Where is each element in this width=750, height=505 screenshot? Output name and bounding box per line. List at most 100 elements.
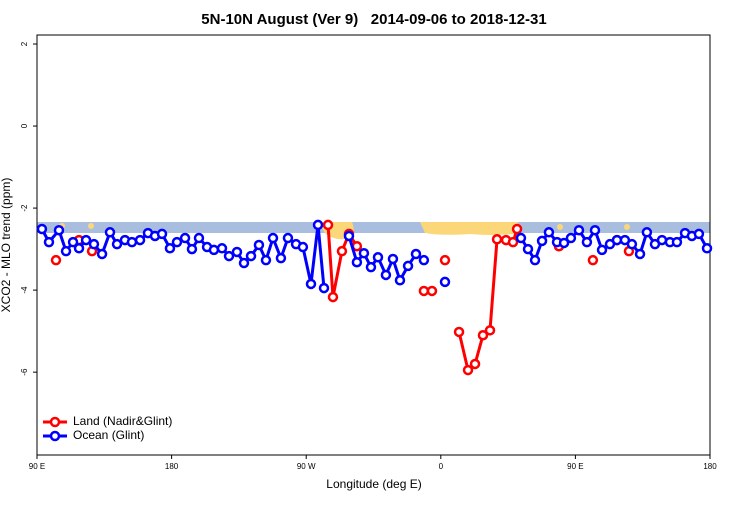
- data-point: [701, 243, 713, 254]
- data-point: [164, 243, 176, 254]
- y-tick-label: -6: [20, 368, 29, 376]
- data-point: [484, 325, 496, 336]
- data-point: [543, 227, 555, 238]
- data-point: [80, 234, 92, 246]
- data-point: [216, 243, 228, 254]
- data-point: [410, 248, 422, 260]
- data-point: [88, 238, 100, 250]
- data-point: [491, 234, 503, 245]
- data-point: [231, 246, 243, 258]
- x-tick-label: 90 W: [297, 462, 316, 471]
- data-point: [394, 275, 406, 286]
- data-point: [587, 254, 599, 266]
- data-point: [511, 223, 523, 235]
- y-tick-label: 2: [20, 41, 29, 46]
- land-patch: [420, 222, 518, 235]
- data-point: [358, 247, 370, 259]
- y-tick-label: 0: [20, 123, 29, 128]
- data-point: [565, 232, 577, 244]
- y-axis-label: XCO2 - MLO trend (ppm): [0, 178, 13, 313]
- chart-title: 5N-10N August (Ver 9) 2014-09-06 to 2018…: [201, 11, 546, 28]
- x-tick-label: 180: [703, 462, 717, 471]
- data-point: [253, 239, 265, 251]
- data-point: [573, 224, 585, 236]
- data-point: [418, 254, 430, 266]
- x-tick-label: 90 E: [29, 462, 45, 471]
- data-point: [418, 285, 430, 297]
- data-point: [596, 244, 608, 256]
- data-point: [380, 269, 392, 281]
- data-point: [507, 236, 519, 248]
- data-point: [462, 364, 474, 376]
- data-point: [73, 243, 85, 254]
- data-point: [581, 236, 593, 248]
- data-point: [208, 244, 220, 256]
- legend-marker: [49, 430, 61, 442]
- data-point: [245, 250, 257, 262]
- data-point: [186, 243, 198, 255]
- data-point: [53, 224, 65, 236]
- data-point: [322, 219, 334, 231]
- data-point: [275, 252, 287, 264]
- data-point: [171, 236, 183, 248]
- land-patch: [557, 224, 563, 230]
- data-point: [439, 254, 451, 266]
- legend-label: Ocean (Glint): [73, 428, 144, 442]
- data-point: [387, 253, 399, 265]
- legend-marker: [49, 416, 61, 428]
- data-point: [43, 236, 55, 248]
- data-point: [365, 261, 377, 273]
- data-point: [156, 228, 168, 240]
- data-point: [318, 282, 330, 294]
- data-point: [126, 236, 138, 248]
- land-patch: [624, 224, 630, 230]
- data-point: [529, 254, 541, 266]
- data-point: [426, 285, 438, 297]
- x-axis-label: Longitude (deg E): [326, 477, 421, 491]
- data-point: [536, 235, 548, 247]
- data-point: [439, 276, 451, 288]
- data-point: [96, 248, 108, 260]
- data-point: [402, 260, 414, 272]
- data-point: [336, 245, 348, 257]
- data-point: [351, 256, 363, 268]
- data-point: [343, 230, 355, 242]
- data-point: [60, 245, 72, 257]
- data-point: [589, 224, 601, 236]
- data-point: [36, 223, 48, 235]
- data-point: [193, 232, 205, 244]
- data-point: [50, 254, 62, 266]
- data-point: [469, 358, 481, 370]
- data-point: [626, 238, 638, 250]
- data-point: [179, 232, 191, 244]
- data-point: [238, 257, 250, 269]
- data-point: [223, 250, 235, 262]
- y-tick-label: -4: [20, 286, 29, 294]
- data-point: [67, 236, 79, 248]
- data-point: [134, 234, 146, 246]
- data-point: [671, 236, 683, 248]
- data-point: [104, 227, 116, 238]
- legend-label: Land (Nadir&Glint): [73, 414, 172, 428]
- data-point: [477, 329, 489, 341]
- data-point: [693, 228, 705, 240]
- data-point: [312, 219, 324, 231]
- data-point: [558, 237, 570, 249]
- data-point: [641, 227, 653, 238]
- data-point: [372, 252, 384, 263]
- data-point: [267, 232, 279, 244]
- y-tick-label: -2: [20, 204, 29, 212]
- x-tick-label: 90 E: [567, 462, 583, 471]
- data-point: [453, 326, 465, 338]
- data-point: [111, 238, 123, 250]
- data-point: [297, 241, 309, 253]
- data-point: [305, 278, 317, 290]
- data-point: [327, 291, 339, 303]
- data-point: [282, 232, 294, 244]
- x-tick-label: 180: [165, 462, 179, 471]
- data-point: [634, 248, 646, 260]
- data-point: [522, 243, 534, 255]
- land-patch: [88, 223, 94, 229]
- data-point: [515, 232, 527, 244]
